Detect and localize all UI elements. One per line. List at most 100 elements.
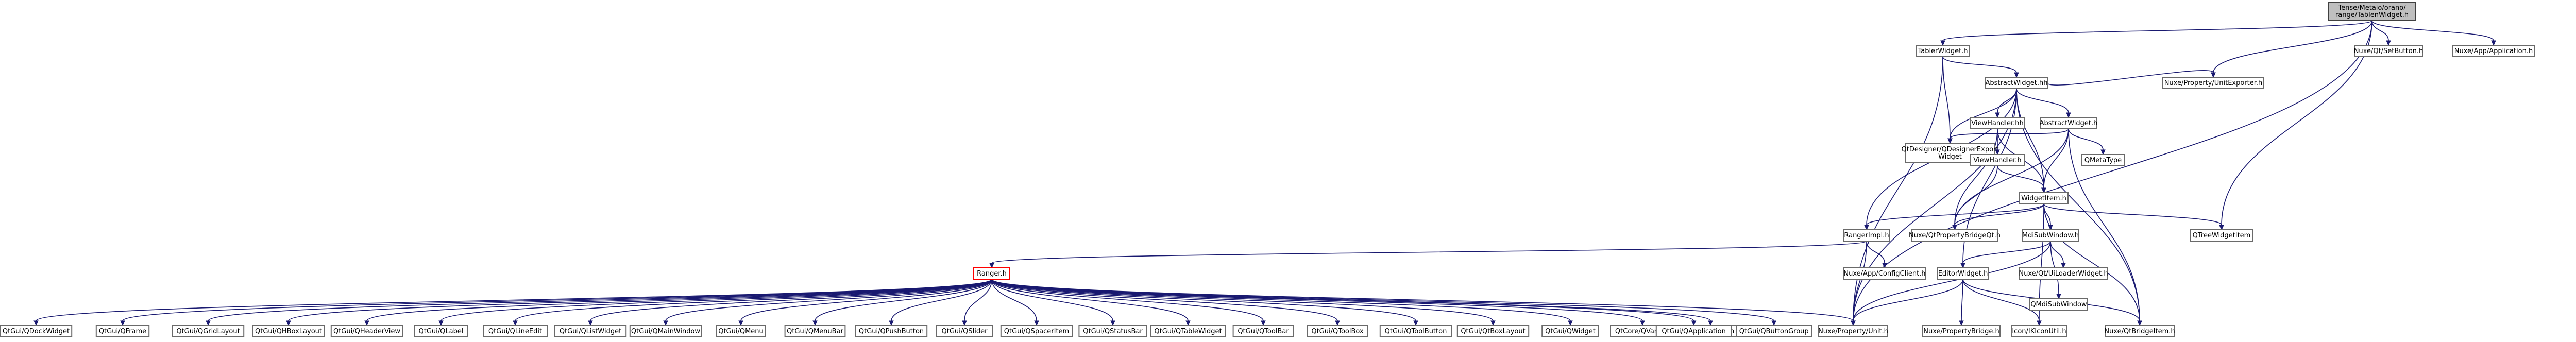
node-editor[interactable]: EditorWidget.h xyxy=(1937,267,1989,280)
edge-arrowhead xyxy=(2066,112,2071,118)
node-box xyxy=(784,325,846,337)
edge-line xyxy=(991,279,1416,321)
node-qmdisub[interactable]: QMdiSubWindow xyxy=(2029,298,2088,311)
node-root[interactable]: Tense/Metaio/orano/range/TablenWidget.h xyxy=(2328,2,2416,21)
node-tabler[interactable]: TablerWidget.h xyxy=(1916,45,1970,57)
node-l11[interactable]: QtGui/QMenuBar xyxy=(784,325,846,337)
node-box xyxy=(1970,154,2025,166)
node-qtpropbr[interactable]: Nuxe/QtPropertyBridgeQt.h xyxy=(1909,229,2001,242)
node-box xyxy=(716,325,766,337)
node-witem[interactable]: WidgetItem.h xyxy=(2019,192,2069,204)
node-label: QtGui/QButtonGroup xyxy=(1739,328,1809,335)
node-l02[interactable]: QtGui/QFrame xyxy=(95,325,150,337)
edge-line xyxy=(2016,88,2069,113)
node-l01[interactable]: QtGui/QDockWidget xyxy=(0,325,73,337)
node-l10[interactable]: QtGui/QMenu xyxy=(716,325,766,337)
node-box xyxy=(1078,325,1147,337)
edge-tabler-to-qtdesigner xyxy=(1942,56,1953,144)
node-propbridge[interactable]: Nuxe/PropertyBridge.h xyxy=(1922,325,2001,337)
node-l03[interactable]: QtGui/QGridLayout xyxy=(172,325,245,337)
edge-line xyxy=(1942,56,1951,139)
node-l12[interactable]: QtGui/QPushButton xyxy=(855,325,928,337)
edge-absw-to-absw2 xyxy=(2016,88,2071,118)
node-label: AbstractWidget.hh xyxy=(1986,79,2048,87)
node-propunitexp[interactable]: Nuxe/Property/UnitExporter.h xyxy=(2162,77,2264,89)
edge-line xyxy=(590,279,992,321)
edge-arrowhead xyxy=(738,320,743,327)
node-l05[interactable]: QtGui/QHeaderView xyxy=(330,325,403,337)
node-propunit[interactable]: Nuxe/Property/Unit.h xyxy=(1818,325,1888,337)
node-label: Tense/Metaio/orano/ xyxy=(2337,4,2406,12)
edge-line xyxy=(1853,56,1943,321)
edge-arrowhead xyxy=(1691,320,1697,327)
node-qtreeitem[interactable]: QTreeWidgetItem xyxy=(2190,229,2253,242)
node-box xyxy=(2162,77,2264,89)
node-box xyxy=(1818,325,1888,337)
node-box xyxy=(1922,325,2001,337)
node-label: QtGui/QSlider xyxy=(942,328,988,335)
edge-arrowhead xyxy=(1771,320,1776,327)
edge-ranger-to-l15 xyxy=(991,279,1115,327)
node-box xyxy=(1232,325,1294,337)
node-mdisub[interactable]: MdiSubWindow.h xyxy=(2022,229,2079,242)
node-vh[interactable]: ViewHandler.hh xyxy=(1970,117,2025,129)
edge-tabler-to-propunit xyxy=(1851,56,1943,327)
node-box xyxy=(973,267,1010,280)
node-l20[interactable]: QtGui/QtBoxLayout xyxy=(1456,325,1530,337)
node-l16[interactable]: QtGui/QTableWidget xyxy=(1150,325,1226,337)
node-box xyxy=(855,325,928,337)
edge-ranger-to-l09 xyxy=(663,279,992,327)
node-label: QtGui/QToolBar xyxy=(1238,328,1289,335)
edge-line xyxy=(2068,128,2104,150)
node-vh2[interactable]: ViewHandler.h xyxy=(1970,154,2025,166)
edge-ranger-to-l16 xyxy=(991,279,1191,327)
node-qtbridge[interactable]: Nuxe/QtBridgeItem.h xyxy=(2104,325,2175,337)
node-ranger[interactable]: Ranger.h xyxy=(973,267,1010,280)
edge-line xyxy=(991,279,1338,321)
node-l07[interactable]: QtGui/QLineEdit xyxy=(483,325,548,337)
node-box xyxy=(1379,325,1452,337)
node-l09[interactable]: QtGui/QMainWindow xyxy=(629,325,702,337)
edge-arrowhead xyxy=(1335,320,1340,327)
node-qtsetbtn[interactable]: Nuxe/Qt/SetButton.h xyxy=(2354,45,2424,57)
node-rimpl[interactable]: RangerImpl.h xyxy=(1843,229,1890,242)
node-l25[interactable]: QtGui/QButtonGroup xyxy=(1736,325,1812,337)
edge-arrowhead xyxy=(1110,320,1115,327)
node-l24[interactable]: QtGui/QApplication xyxy=(1655,325,1732,337)
node-box xyxy=(2029,298,2088,311)
node-absw[interactable]: AbstractWidget.hh xyxy=(1985,77,2048,89)
node-l18[interactable]: QtGui/QToolBox xyxy=(1307,325,1368,337)
edge-line xyxy=(991,241,1867,264)
node-cfgclient[interactable]: Nuxe/App/ConfigClient.h xyxy=(1843,267,1926,280)
node-l21[interactable]: QtGui/QWidget xyxy=(1541,325,1599,337)
node-label: QtGui/QtBoxLayout xyxy=(1461,328,1525,335)
edge-rimpl-to-cfgclient xyxy=(1866,241,1887,269)
node-icon[interactable]: Icon/IKIconUtil.h xyxy=(2011,325,2067,337)
node-l14[interactable]: QtGui/QSpacerItem xyxy=(1000,325,1073,337)
node-l13[interactable]: QtGui/QSlider xyxy=(936,325,993,337)
edge-witem-to-qtpropbr xyxy=(1952,203,2044,231)
edge-arrowhead xyxy=(588,320,593,327)
edge-line xyxy=(1961,279,1963,321)
node-box xyxy=(1911,229,1998,242)
node-label: QtGui/QListWidget xyxy=(560,328,621,335)
node-box xyxy=(2040,117,2097,129)
edge-ranger-to-l20 xyxy=(991,279,1496,327)
node-box xyxy=(936,325,993,337)
node-l17[interactable]: QtGui/QToolBar xyxy=(1232,325,1294,337)
node-l15[interactable]: QtGui/QStatusBar xyxy=(1078,325,1147,337)
node-l08[interactable]: QtGui/QListWidget xyxy=(554,325,627,337)
node-absw2[interactable]: AbstractWidget.h xyxy=(2040,117,2098,129)
edge-line xyxy=(288,279,992,321)
node-l04[interactable]: QtGui/QHBoxLayout xyxy=(252,325,325,337)
node-uiloader[interactable]: Nuxe/Qt/UiLoaderWidget.h xyxy=(2019,267,2108,280)
node-l06[interactable]: QtGui/QLabel xyxy=(414,325,468,337)
node-appapp[interactable]: Nuxe/App/Application.h xyxy=(2452,45,2535,57)
edge-arrowhead xyxy=(2037,320,2042,327)
edge-line xyxy=(1950,128,2069,139)
edge-arrowhead xyxy=(2211,72,2216,78)
edge-line xyxy=(122,279,992,321)
node-qmeta[interactable]: QMetaType xyxy=(2081,154,2125,166)
node-l19[interactable]: QtGui/QToolButton xyxy=(1379,325,1452,337)
node-box xyxy=(2328,2,2416,21)
